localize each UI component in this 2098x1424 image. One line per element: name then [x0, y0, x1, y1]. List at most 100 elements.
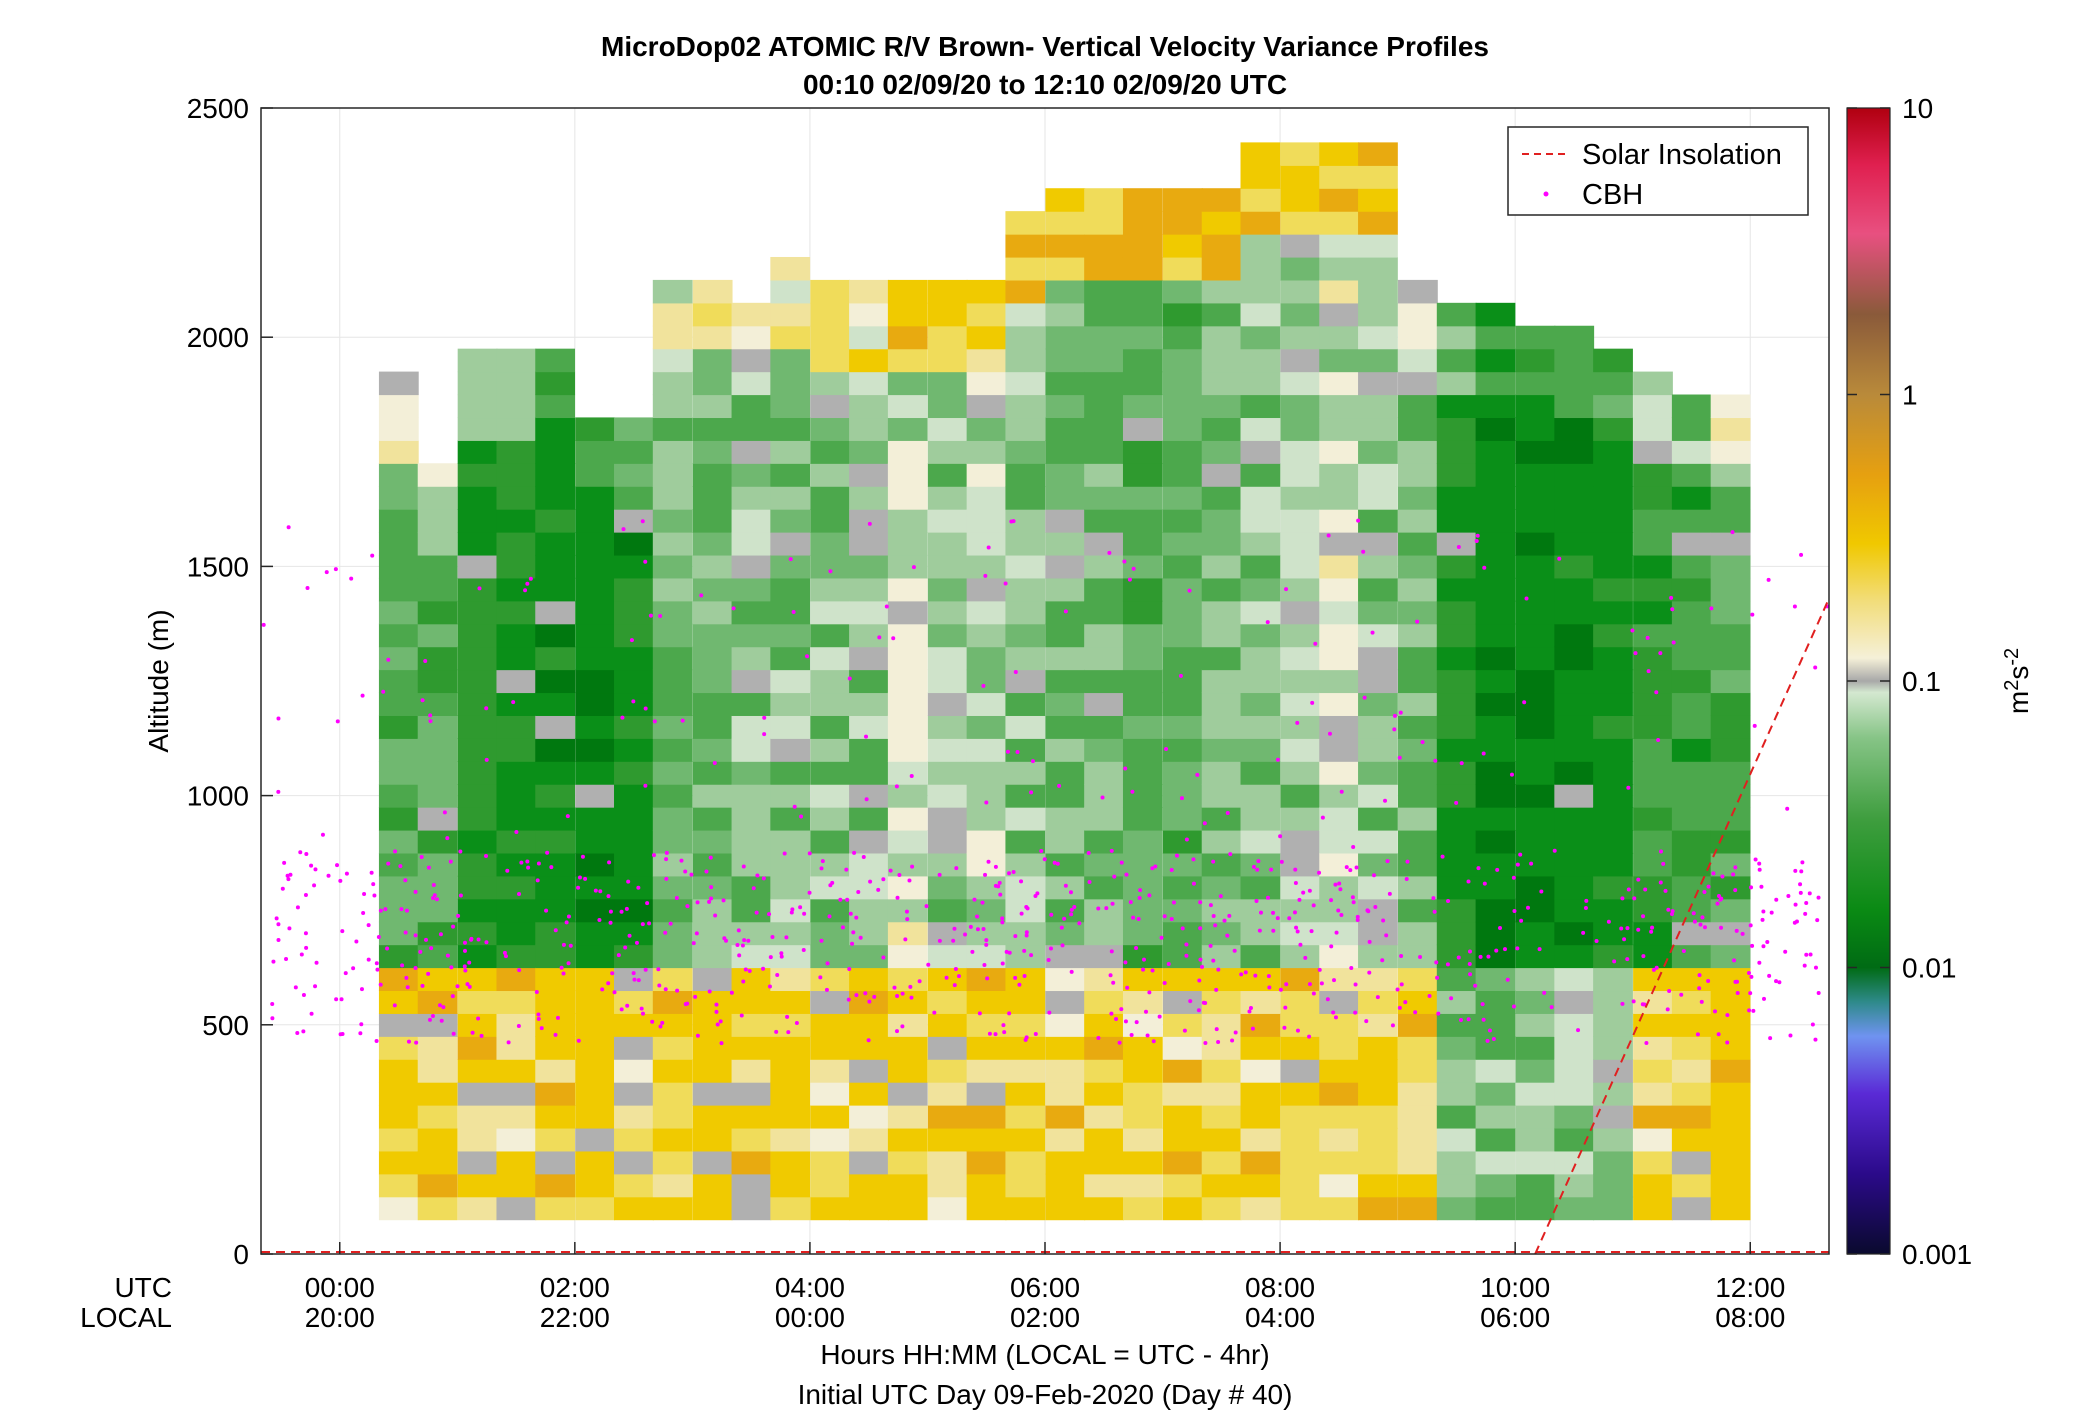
heatmap-cell — [1633, 646, 1673, 671]
heatmap-cell — [966, 921, 1007, 946]
cbh-point — [1271, 928, 1276, 933]
cbh-point — [434, 897, 439, 902]
heatmap-cell — [417, 600, 458, 625]
colorbar-tick-label: 1 — [1902, 380, 1918, 411]
cbh-point — [428, 713, 433, 718]
heatmap-cell — [1358, 188, 1398, 212]
cbh-point — [1413, 1010, 1418, 1015]
heatmap-cell — [1045, 554, 1086, 579]
heatmap-cell — [1554, 348, 1595, 373]
heatmap-cell — [1240, 1082, 1281, 1106]
heatmap-cell — [614, 715, 654, 739]
heatmap-cell — [1671, 600, 1712, 625]
heatmap-cell — [1554, 669, 1595, 694]
heatmap-cell — [1084, 646, 1124, 671]
cbh-point — [1213, 923, 1218, 928]
heatmap-cell — [575, 829, 616, 854]
heatmap-cell — [810, 1036, 851, 1060]
heatmap-cell — [692, 1173, 733, 1198]
heatmap-cell — [496, 807, 537, 831]
heatmap-cell — [1554, 554, 1595, 579]
cbh-point — [1695, 1032, 1700, 1037]
cbh-point — [699, 593, 704, 598]
heatmap-cell — [652, 761, 693, 785]
cbh-point — [1800, 860, 1805, 865]
heatmap-cell — [457, 1173, 498, 1198]
heatmap-cell — [1358, 1082, 1398, 1106]
cbh-point — [1418, 954, 1423, 959]
cbh-point — [320, 832, 325, 837]
cbh-point — [1619, 926, 1624, 931]
heatmap-cell — [1201, 1150, 1242, 1175]
heatmap-cell — [966, 944, 1007, 969]
heatmap-cell — [496, 967, 537, 992]
cbh-point — [1179, 796, 1184, 801]
heatmap-cell — [692, 784, 733, 808]
heatmap-cell — [417, 463, 458, 487]
cbh-point — [1626, 785, 1631, 790]
cbh-point — [370, 553, 375, 558]
heatmap-cell — [535, 807, 576, 831]
cbh-point — [1256, 859, 1261, 864]
heatmap-cell — [496, 371, 537, 396]
cbh-point — [295, 1030, 300, 1035]
cbh-point — [1498, 925, 1503, 930]
cbh-point — [1395, 987, 1400, 992]
cbh-point — [324, 570, 329, 575]
heatmap-cell — [1398, 646, 1438, 671]
cbh-point — [1658, 880, 1663, 885]
heatmap-cell — [1515, 692, 1556, 716]
heatmap-cell — [1280, 807, 1321, 831]
cbh-point — [1293, 867, 1298, 872]
heatmap-cell — [1240, 440, 1281, 464]
heatmap-cell — [770, 325, 811, 350]
heatmap-cell — [770, 738, 811, 762]
heatmap-cell — [1475, 532, 1516, 556]
heatmap-cell — [927, 1013, 968, 1037]
heatmap-cell — [652, 417, 693, 441]
heatmap-cell — [927, 509, 968, 533]
heatmap-cell — [1554, 623, 1595, 648]
heatmap-cell — [1436, 967, 1477, 992]
heatmap-cell — [1475, 990, 1516, 1014]
cbh-point — [1486, 954, 1491, 959]
heatmap-cell — [1045, 371, 1086, 396]
cbh-point — [844, 867, 849, 872]
heatmap-cell — [652, 875, 693, 900]
heatmap-cell — [770, 715, 811, 739]
x-tick-label-local: 02:00 — [1010, 1302, 1080, 1333]
cbh-point — [1813, 965, 1818, 970]
cbh-point — [850, 941, 855, 946]
heatmap-cell — [1240, 486, 1281, 510]
heatmap-cell — [1005, 394, 1046, 419]
heatmap-cell — [1201, 234, 1242, 258]
cbh-point — [1351, 844, 1356, 849]
heatmap-cell — [1280, 256, 1321, 281]
cbh-point — [293, 985, 298, 990]
heatmap-cell — [575, 646, 616, 671]
heatmap-cell — [1045, 692, 1086, 716]
heatmap-cell — [1515, 348, 1556, 373]
cbh-point — [993, 883, 998, 888]
heatmap-cell — [496, 784, 537, 808]
cbh-point — [426, 865, 431, 870]
cbh-point — [1218, 894, 1223, 899]
heatmap-cell — [1122, 348, 1163, 373]
cbh-point — [1017, 982, 1022, 987]
heatmap-cell — [770, 852, 811, 877]
heatmap-cell — [1319, 211, 1360, 235]
heatmap-cell — [1122, 440, 1163, 464]
heatmap-cell — [770, 256, 811, 281]
heatmap-cell — [457, 669, 498, 694]
heatmap-cell — [457, 463, 498, 487]
heatmap-cell — [692, 921, 733, 946]
heatmap-cell — [1201, 669, 1242, 694]
heatmap-cell — [1005, 852, 1046, 877]
cbh-point — [359, 987, 364, 992]
cbh-point — [1007, 950, 1012, 955]
heatmap-cell — [1398, 829, 1438, 854]
cbh-point — [431, 883, 436, 888]
